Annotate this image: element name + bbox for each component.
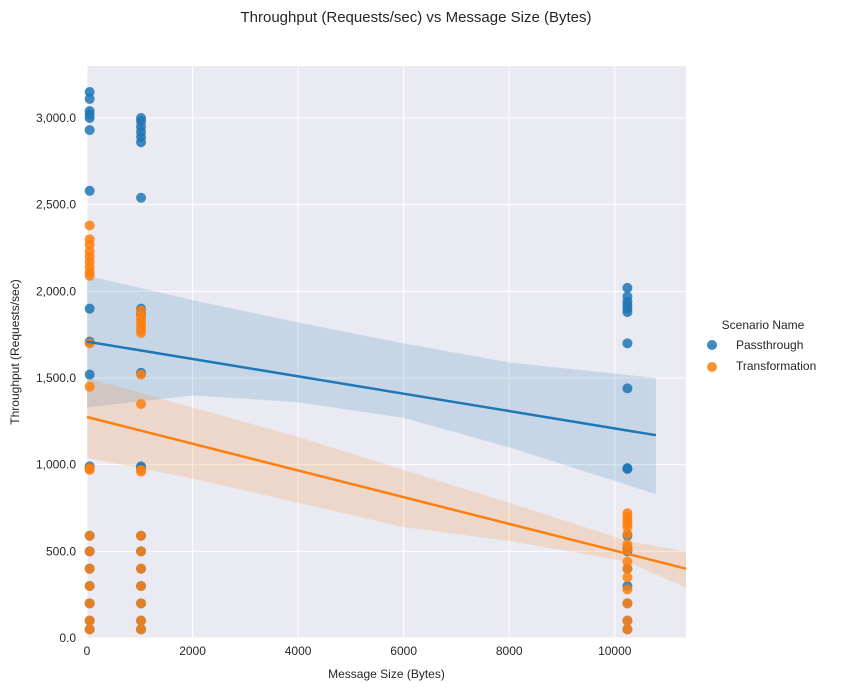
x-tick-label: 8000 — [496, 644, 523, 658]
x-tick-label: 10000 — [598, 644, 632, 658]
legend: Scenario Name Passthrough Transformation — [707, 318, 816, 373]
data-point-transformation — [136, 615, 147, 626]
data-point-transformation — [622, 584, 633, 595]
data-point-transformation — [622, 615, 633, 626]
data-point-passthrough — [622, 338, 633, 349]
data-point-passthrough — [136, 137, 147, 148]
data-point-transformation — [84, 563, 95, 574]
data-point-passthrough — [84, 125, 95, 136]
grid-layer — [86, 66, 686, 639]
confidence-band-transformation — [87, 378, 686, 588]
y-tick-label: 2,500.0 — [36, 198, 76, 212]
x-axis-label: Message Size (Bytes) — [328, 667, 445, 681]
data-point-passthrough — [84, 185, 95, 196]
scatter-points — [84, 87, 633, 635]
data-point-transformation — [136, 581, 147, 591]
data-point-transformation — [84, 464, 95, 475]
data-point-passthrough — [622, 282, 633, 293]
data-point-transformation — [136, 563, 147, 574]
data-point-transformation — [136, 624, 147, 635]
y-tick-label: 500.0 — [46, 544, 76, 558]
data-point-passthrough — [84, 87, 95, 97]
data-point-transformation — [622, 598, 633, 609]
tick-labels: 0 2000 4000 6000 8000 10000 0.0 500.0 1,000.0 1,5… — [36, 111, 632, 658]
data-point-passthrough — [84, 303, 95, 314]
y-tick-label: 0.0 — [59, 631, 76, 645]
x-tick-label: 6000 — [390, 644, 417, 658]
legend-title: Scenario Name — [722, 318, 805, 332]
data-point-transformation — [622, 624, 633, 635]
data-point-transformation — [136, 327, 147, 338]
legend-marker-passthrough — [707, 340, 717, 350]
data-point-transformation — [84, 615, 95, 626]
confidence-bands — [87, 275, 686, 588]
data-point-transformation — [136, 598, 147, 609]
data-point-passthrough — [622, 383, 633, 394]
data-point-transformation — [84, 581, 95, 591]
data-point-transformation — [622, 556, 633, 567]
chart-title: Throughput (Requests/sec) vs Message Siz… — [241, 9, 592, 26]
data-point-transformation — [84, 270, 95, 281]
data-point-transformation — [84, 239, 95, 250]
regression-line-passthrough — [86, 340, 657, 437]
data-point-transformation — [622, 563, 633, 574]
x-tick-label: 4000 — [285, 644, 312, 658]
y-tick-label: 1,500.0 — [36, 371, 76, 385]
y-tick-label: 1,000.0 — [36, 458, 76, 472]
data-point-transformation — [136, 369, 147, 380]
data-point-transformation — [622, 529, 633, 539]
data-point-passthrough — [84, 93, 95, 104]
data-point-transformation — [136, 399, 147, 409]
data-point-transformation — [84, 624, 95, 635]
y-tick-label: 3,000.0 — [36, 111, 76, 125]
regression-lines — [86, 340, 687, 570]
legend-label-passthrough: Passthrough — [736, 338, 803, 352]
y-axis-label: Throughput (Requests/sec) — [8, 279, 22, 424]
confidence-band-passthrough — [87, 275, 656, 495]
data-point-passthrough — [84, 369, 95, 380]
data-point-passthrough — [622, 307, 633, 318]
x-tick-label: 0 — [84, 644, 91, 658]
data-point-transformation — [136, 530, 147, 541]
y-tick-label: 2,000.0 — [36, 284, 76, 298]
data-point-transformation — [622, 572, 633, 583]
data-point-transformation — [84, 546, 95, 557]
data-point-transformation — [84, 381, 95, 392]
data-point-passthrough — [622, 464, 633, 474]
data-point-passthrough — [136, 192, 147, 203]
legend-marker-transformation — [707, 362, 717, 372]
data-point-transformation — [84, 220, 95, 231]
data-point-transformation — [622, 522, 633, 533]
data-point-transformation — [84, 530, 95, 541]
legend-label-transformation: Transformation — [736, 359, 816, 373]
data-point-transformation — [136, 466, 147, 477]
regression-line-transformation — [86, 415, 687, 570]
x-tick-label: 2000 — [179, 644, 206, 658]
data-point-passthrough — [84, 113, 95, 123]
data-point-transformation — [136, 546, 147, 557]
data-point-transformation — [84, 598, 95, 609]
